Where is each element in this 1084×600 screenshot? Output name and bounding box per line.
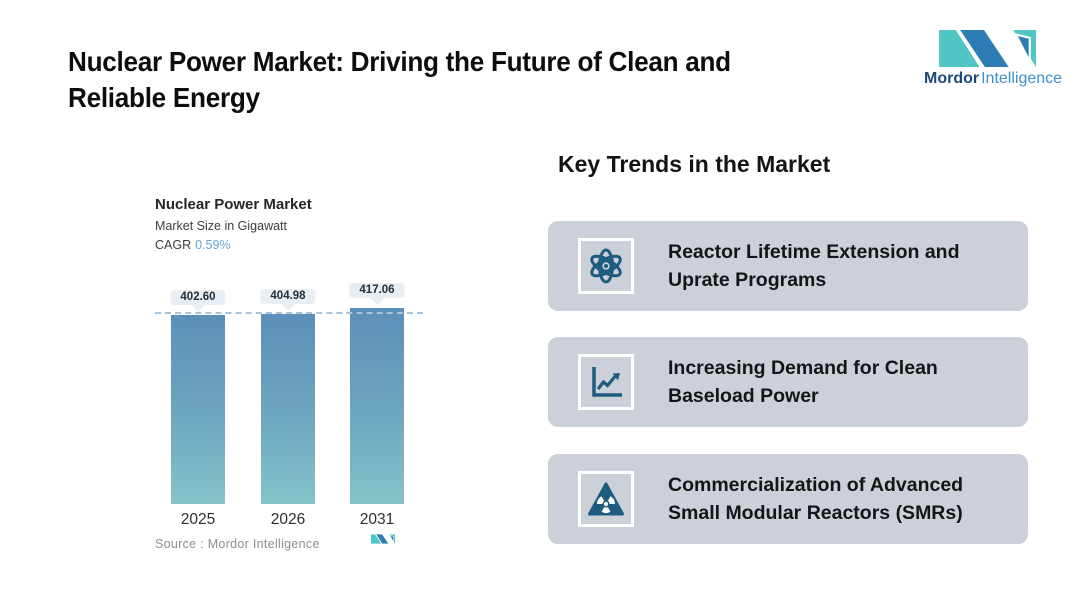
chart-plot-area: 402.60 2025 404.98 2026 417.06 2031 (155, 283, 447, 528)
trend-icon-box (578, 238, 634, 294)
reference-dashed-line (155, 312, 423, 314)
chart-subtitle: Market Size in Gigawatt (155, 219, 287, 233)
key-trends-heading: Key Trends in the Market (558, 151, 831, 177)
trend-card-text: Reactor Lifetime Extension and Uprate Pr… (668, 238, 959, 294)
page-title-line2: Reliable Energy (68, 82, 260, 113)
mordor-intelligence-mark-icon (938, 30, 1036, 67)
bar-value-label: 417.06 (349, 283, 405, 299)
page-title-line1: Nuclear Power Market: Driving the Future… (68, 46, 731, 77)
bar-2026 (261, 313, 315, 504)
bar-group-2026: 404.98 2026 (260, 288, 316, 528)
trend-card-smr-commercialization: Commercialization of Advanced Small Modu… (548, 454, 1028, 544)
trend-card-text: Increasing Demand for Clean Baseload Pow… (668, 354, 938, 410)
trend-text-line1: Commercialization of Advanced (668, 474, 964, 496)
radiation-warning-icon (588, 482, 624, 516)
trend-icon-box (578, 471, 634, 527)
chart-increase-icon (592, 367, 622, 397)
bar-2031 (350, 308, 404, 504)
mordor-intelligence-mini-mark-icon (371, 534, 395, 544)
trend-card-reactor-lifetime: Reactor Lifetime Extension and Uprate Pr… (548, 221, 1028, 311)
cagr-label: CAGR (155, 238, 192, 252)
chart-title: Nuclear Power Market (155, 196, 312, 213)
page-title: Nuclear Power Market: Driving the Future… (68, 44, 731, 116)
trend-card-text: Commercialization of Advanced Small Modu… (668, 471, 963, 527)
source-attribution: Source : Mordor Intelligence (155, 537, 320, 551)
axis-label-2031: 2031 (359, 511, 395, 528)
trend-icon-box (578, 354, 634, 410)
brand-logo: Mordor Intelligence (924, 30, 1062, 88)
atom-icon (590, 248, 622, 284)
brand-name-bold: Mordor (924, 70, 980, 87)
trend-text-line2: Small Modular Reactors (SMRs) (668, 502, 963, 524)
cagr-value: 0.59% (195, 238, 231, 252)
bar-group-2031: 417.06 2031 (349, 283, 405, 528)
axis-label-2026: 2026 (270, 511, 306, 528)
trend-text-line2: Baseload Power (668, 385, 819, 407)
brand-name-light: Intelligence (981, 70, 1063, 87)
brand-logo-text: Mordor Intelligence (924, 70, 1062, 88)
trend-text-line1: Increasing Demand for Clean (668, 357, 938, 379)
axis-label-2025: 2025 (180, 511, 216, 528)
market-size-chart: Nuclear Power Market Market Size in Giga… (155, 196, 447, 564)
trend-text-line1: Reactor Lifetime Extension and (668, 241, 960, 263)
bar-value-label: 402.60 (170, 290, 226, 305)
trend-card-baseload-demand: Increasing Demand for Clean Baseload Pow… (548, 337, 1028, 427)
chart-cagr: CAGR 0.59% (155, 238, 231, 252)
trend-text-line2: Uprate Programs (668, 269, 827, 291)
bar-group-2025: 402.60 2025 (170, 290, 226, 528)
bar-value-label: 404.98 (260, 288, 316, 304)
bar-2025 (171, 315, 225, 504)
